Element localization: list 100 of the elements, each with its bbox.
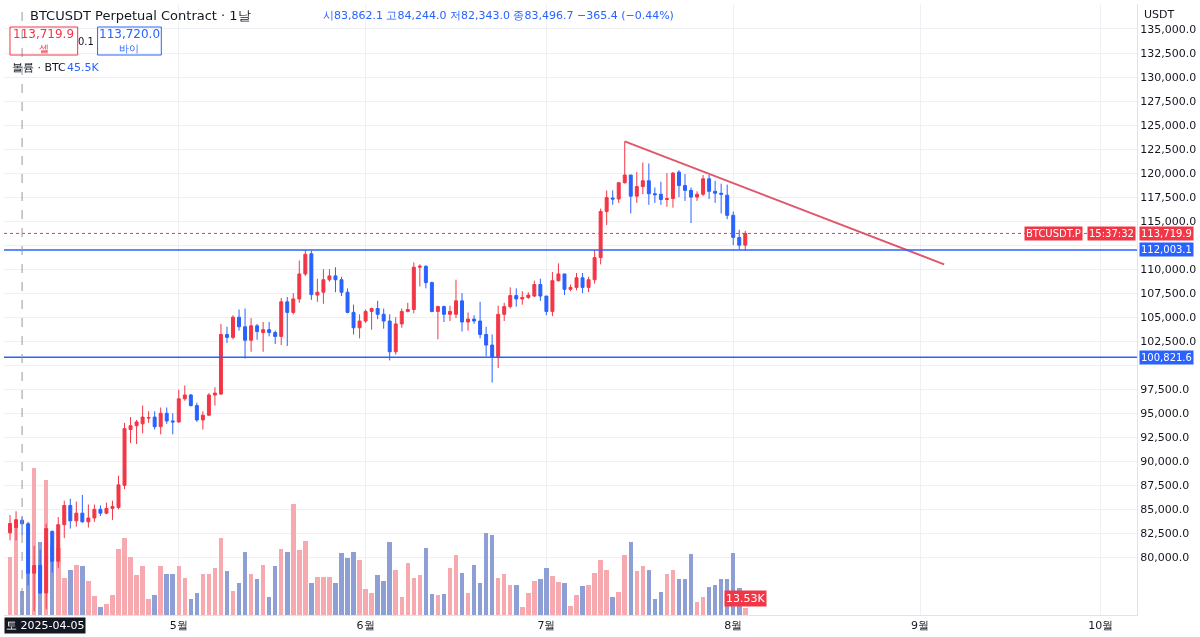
candlestick: [532, 280, 537, 298]
bar: [478, 583, 482, 615]
candlestick: [646, 162, 651, 206]
bar: [695, 602, 699, 615]
candlestick: [719, 183, 724, 214]
bar: [454, 555, 458, 615]
candlestick: [249, 317, 254, 353]
y-tick-label: 85,000.0: [1140, 503, 1190, 517]
bar: [243, 552, 247, 615]
candlestick: [435, 305, 440, 340]
y-tick-label: 80,000.0: [1140, 551, 1190, 565]
bar: [442, 594, 446, 615]
candlestick: [152, 410, 157, 431]
y-tick-label: 92,500.0: [1140, 431, 1190, 445]
candlestick: [212, 386, 217, 407]
candlestick: [604, 189, 609, 226]
bar: [653, 599, 657, 615]
candlestick: [658, 181, 663, 206]
x-tick-label: 9월: [911, 619, 930, 633]
x-tick-label: 7월: [537, 619, 556, 633]
candlestick: [176, 389, 181, 424]
bar: [418, 575, 422, 615]
candlestick: [429, 281, 434, 313]
y-tick-label: 125,000.0: [1140, 118, 1197, 132]
bar: [207, 574, 211, 615]
candlestick: [98, 504, 103, 517]
bar: [213, 568, 217, 615]
y-tick-label: 90,000.0: [1140, 455, 1190, 469]
candlestick: [707, 174, 712, 200]
annotation: BTCUSDT.P: [1026, 228, 1081, 239]
candlestick: [496, 305, 501, 369]
bar: [580, 586, 585, 615]
bar: [689, 554, 693, 615]
annotation: 0.1: [78, 36, 94, 47]
bar: [279, 549, 283, 615]
candlestick: [393, 316, 398, 356]
candlestick: [695, 190, 700, 202]
candlestick: [146, 410, 151, 424]
y-tick-label: 120,000.0: [1140, 166, 1197, 180]
bar: [490, 535, 494, 615]
bar: [225, 571, 229, 615]
bar: [98, 607, 103, 615]
y-tick-label: 97,500.0: [1140, 383, 1190, 397]
bar: [430, 594, 434, 615]
y-tick-label: 117,500.0: [1140, 190, 1197, 204]
candlestick: [267, 321, 272, 337]
bar: [448, 568, 452, 615]
candlestick: [478, 301, 483, 339]
bar: [460, 573, 464, 615]
candlestick: [297, 260, 302, 304]
candlestick: [423, 264, 428, 289]
candlestick: [381, 308, 386, 330]
bar: [562, 583, 567, 615]
candlestick: [170, 412, 175, 435]
y-tick-label: 132,500.0: [1140, 46, 1197, 60]
data-label: 13.53K: [726, 592, 766, 605]
bar: [8, 557, 12, 615]
bar: [255, 579, 259, 615]
candlestick: [218, 323, 223, 396]
bar: [189, 599, 193, 615]
annotation: 113,720.0: [99, 27, 161, 41]
candlestick: [206, 392, 211, 417]
bar: [610, 597, 615, 615]
candlestick: [80, 494, 85, 524]
candlestick: [182, 384, 187, 402]
candlestick: [411, 261, 416, 314]
y-tick-label: 107,500.0: [1140, 287, 1197, 301]
candlestick: [562, 273, 567, 296]
x-tick-label: 5월: [169, 619, 188, 633]
bar: [701, 597, 705, 615]
bar: [424, 548, 428, 615]
bar: [183, 578, 187, 615]
candlestick: [273, 330, 278, 345]
bar: [177, 566, 181, 615]
candlestick: [231, 314, 235, 340]
y-tick-label: 135,000.0: [1140, 22, 1197, 36]
candlestick: [375, 300, 380, 320]
bar: [629, 542, 633, 615]
bar: [496, 578, 500, 615]
y-tick-label: 102,500.0: [1140, 335, 1197, 349]
bar: [647, 570, 651, 615]
candlestick: [670, 171, 675, 209]
candlestick: [285, 296, 290, 347]
bar: [641, 566, 645, 615]
annotation: 45.5K: [67, 61, 100, 74]
bar: [201, 574, 205, 615]
candlestick: [634, 171, 639, 204]
candlestick: [683, 173, 687, 202]
y-tick-label: 105,000.0: [1140, 311, 1197, 325]
text: USDT: [1144, 8, 1175, 21]
candlestick: [200, 410, 205, 431]
bar: [195, 593, 199, 615]
candlestick: [158, 406, 163, 435]
annotation: 113,719.9: [13, 27, 75, 41]
bar: [671, 570, 675, 615]
candlestick: [652, 186, 657, 204]
bar: [261, 565, 265, 615]
candlestick: [640, 162, 645, 195]
candlestick: [303, 249, 308, 277]
y-tick-label: 130,000.0: [1140, 70, 1197, 84]
